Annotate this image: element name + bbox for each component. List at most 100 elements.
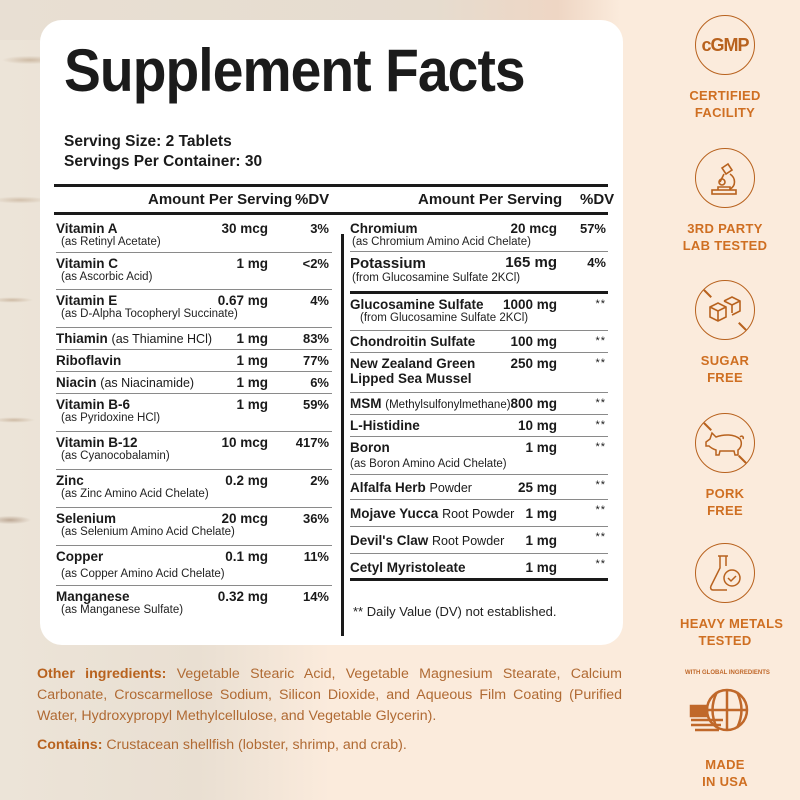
nutrient-amount: 0.67 mg xyxy=(217,293,268,308)
nutrient-source: Root Powder xyxy=(442,507,515,521)
nutrient-amount: 10 mcg xyxy=(221,435,268,450)
badge-line2: TESTED xyxy=(698,633,752,648)
nutrient-name: Cetyl Myristoleate xyxy=(350,560,466,575)
nutrient-row: Chromium (as Chromium Amino Acid Chelate… xyxy=(350,218,608,252)
nutrient-row: Mojave Yucca Root Powder 1 mg ** xyxy=(350,500,608,527)
nutrient-dv: ** xyxy=(595,357,606,369)
nutrient-name: Manganese xyxy=(56,589,130,604)
nutrient-dv: 3% xyxy=(310,221,329,236)
nutrient-source: (as Retinyl Acetate) xyxy=(61,236,161,248)
nutrient-dv: 83% xyxy=(302,331,329,346)
badge-line1: SUGAR xyxy=(700,353,750,368)
nutrient-source: (from Glucosamine Sulfate 2KCl) xyxy=(352,272,521,284)
nutrient-dv: <2% xyxy=(302,256,329,271)
nutrient-source: (as Niacinamide) xyxy=(100,376,195,390)
pork-free-icon xyxy=(695,413,755,473)
nutrient-name: Niacin (as Niacinamide) xyxy=(56,375,332,391)
nutrient-dv: ** xyxy=(595,558,606,570)
nutrient-row: Glucosamine Sulfate (from Glucosamine Su… xyxy=(350,294,608,331)
column-divider xyxy=(341,234,344,636)
nutrient-dv: ** xyxy=(595,479,606,491)
nutrient-name-text: Mojave Yucca xyxy=(350,506,439,521)
nutrient-amount: 1 mg xyxy=(236,375,268,390)
right-header-amount: Amount Per Serving xyxy=(418,191,563,208)
nutrient-dv: 417% xyxy=(295,435,329,450)
usa-globe-icon: WITH GLOBAL INGREDIENTS xyxy=(685,670,770,742)
nutrient-name-text: MSM xyxy=(350,396,382,411)
nutrient-name: Chondroitin Sulfate xyxy=(350,334,476,349)
nutrient-name: New Zealand Green xyxy=(350,356,476,371)
nutrient-name-line2: Lipped Sea Mussel xyxy=(350,371,472,386)
nutrient-amount: 25 mg xyxy=(517,480,557,495)
microscope-icon xyxy=(695,148,755,208)
nutrient-row: Vitamin B-6 (as Pyridoxine HCl) 1 mg 59% xyxy=(56,394,332,432)
contains-label: Contains: xyxy=(37,737,103,753)
nutrient-row: Vitamin B-12 (as Cyanocobalamin) 10 mcg … xyxy=(56,432,332,470)
nutrient-source: (as Pyridoxine HCl) xyxy=(61,412,161,424)
other-ingredients-text: Vegetable Stearic Acid, Vegetable Magnes… xyxy=(37,666,622,724)
nutrient-row: Potassium (from Glucosamine Sulfate 2KCl… xyxy=(350,252,608,294)
nutrient-row: MSM (Methylsulfonylmethane) 800 mg ** xyxy=(350,393,608,415)
nutrient-row: Vitamin C (as Ascorbic Acid) 1 mg <2% xyxy=(56,253,332,290)
right-nutrient-table: Chromium (as Chromium Amino Acid Chelate… xyxy=(350,218,608,581)
nutrient-source: (as Ascorbic Acid) xyxy=(61,271,153,283)
supplement-facts-panel: Supplement Facts Serving Size: 2 Tablets… xyxy=(40,20,623,645)
badge-line1: MADE xyxy=(705,757,745,772)
nutrient-name: Glucosamine Sulfate xyxy=(350,297,484,312)
nutrient-amount: 1 mg xyxy=(525,533,557,548)
servings-per-container: Servings Per Container: 30 xyxy=(64,153,263,170)
nutrient-amount: 1 mg xyxy=(236,331,268,346)
nutrient-source: (as Zinc Amino Acid Chelate) xyxy=(61,488,209,500)
nutrient-dv: 6% xyxy=(310,375,329,390)
nutrient-name-text: Thiamin xyxy=(56,331,108,346)
badge-pork-free: PORK FREE xyxy=(680,413,770,519)
nutrient-dv: 77% xyxy=(302,353,329,368)
nutrient-amount: 1 mg xyxy=(525,506,557,521)
serving-size: Serving Size: 2 Tablets xyxy=(64,133,232,150)
nutrient-amount: 165 mg xyxy=(505,254,557,271)
badge-cgmp: cGMP CERTIFIED FACILITY xyxy=(680,15,770,121)
badge-lab-tested: 3RD PARTY LAB TESTED xyxy=(680,148,770,254)
badge-label: CERTIFIED FACILITY xyxy=(680,87,770,121)
nutrient-amount: 30 mcg xyxy=(221,221,268,236)
nutrient-dv: 2% xyxy=(310,473,329,488)
nutrient-amount: 250 mg xyxy=(510,356,557,371)
badge-line2: IN USA xyxy=(702,774,748,789)
cgmp-icon: cGMP xyxy=(695,15,755,75)
badge-line2: FACILITY xyxy=(694,105,756,120)
nutrient-row: Zinc (as Zinc Amino Acid Chelate) 0.2 mg… xyxy=(56,470,332,508)
nutrient-row: Manganese (as Manganese Sulfate) 0.32 mg… xyxy=(56,586,332,624)
dv-footnote: ** Daily Value (DV) not established. xyxy=(353,604,557,619)
flask-check-icon xyxy=(695,543,755,603)
nutrient-row: Cetyl Myristoleate 1 mg ** xyxy=(350,554,608,581)
panel-title: Supplement Facts xyxy=(64,37,526,104)
nutrient-row: Chondroitin Sulfate 100 mg ** xyxy=(350,331,608,353)
nutrient-source: (Methylsulfonylmethane) xyxy=(385,399,511,411)
left-header-amount: Amount Per Serving xyxy=(148,191,293,208)
nutrient-amount: 100 mg xyxy=(510,334,557,349)
nutrient-dv: 4% xyxy=(587,255,606,270)
nutrient-amount: 1 mg xyxy=(236,256,268,271)
nutrient-source: Powder xyxy=(429,481,472,495)
nutrient-amount: 0.1 mg xyxy=(225,549,268,564)
badge-line1: CERTIFIED xyxy=(689,88,761,103)
nutrient-amount: 800 mg xyxy=(510,396,557,411)
nutrient-name: Selenium xyxy=(56,511,117,526)
badge-label: HEAVY METALS TESTED xyxy=(680,615,784,649)
other-ingredients-label: Other ingredients: xyxy=(37,666,167,682)
allergen-statement: Contains: Crustacean shellfish (lobster,… xyxy=(37,737,407,753)
nutrient-amount: 1 mg xyxy=(236,353,268,368)
badge-line2: FREE xyxy=(707,503,743,518)
nutrient-source: (as D-Alpha Tocopheryl Succinate) xyxy=(61,308,238,320)
nutrient-dv: 4% xyxy=(310,293,329,308)
badge-heavy-metals: HEAVY METALS TESTED xyxy=(680,543,784,649)
nutrient-name: Zinc xyxy=(56,473,84,488)
nutrient-dv: ** xyxy=(595,419,606,431)
nutrient-amount: 1 mg xyxy=(236,397,268,412)
nutrient-amount: 1 mg xyxy=(525,560,557,575)
nutrient-source: (as Boron Amino Acid Chelate) xyxy=(350,458,507,470)
nutrient-amount: 1000 mg xyxy=(502,297,557,312)
usa-globe-icon-text: WITH GLOBAL INGREDIENTS xyxy=(685,670,770,676)
badge-line1: HEAVY METALS xyxy=(680,616,784,631)
nutrient-name: Vitamin B-12 xyxy=(56,435,138,450)
